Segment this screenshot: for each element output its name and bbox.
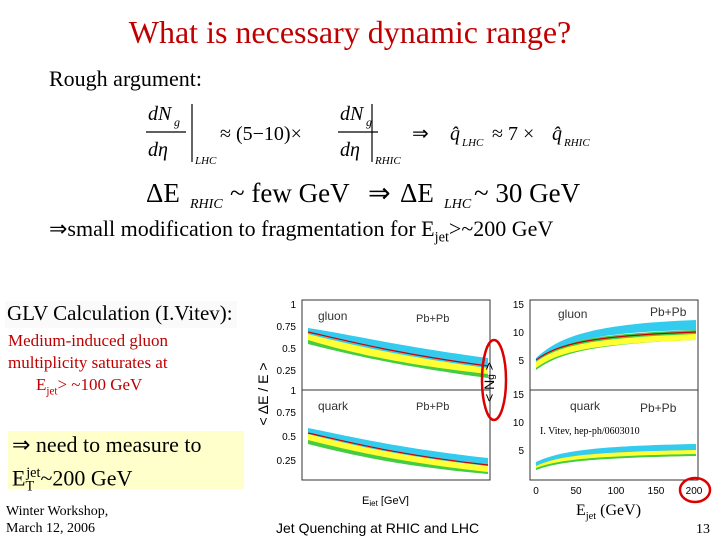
left-ytick: 0.75	[277, 322, 297, 333]
eq-qhat-1: q̂	[450, 123, 460, 145]
right-xtick: 0	[533, 486, 539, 497]
left-bottom-system: Pb+Pb	[416, 401, 449, 413]
slide-title: What is necessary dynamic range?	[128, 14, 572, 50]
right-ytick: 10	[513, 418, 525, 429]
eq-qhat-2: q̂	[552, 123, 562, 145]
workshop-name: Winter Workshop,	[6, 504, 109, 519]
left-top-system: Pb+Pb	[416, 313, 449, 325]
left-ytick: 0.25	[277, 366, 297, 377]
callout-line-2: ETjet~200 GeV	[12, 465, 133, 495]
right-ytick: 5	[518, 446, 524, 457]
ejet-axis-label: Ejet (GeV)	[576, 502, 642, 523]
right-ytick: 15	[513, 390, 525, 401]
left-top-label: gluon	[318, 309, 347, 323]
200-gev-highlight	[678, 476, 712, 504]
right-top-label: gluon	[558, 307, 587, 321]
eq-rhic-3: RHIC	[189, 197, 223, 212]
eq-thirty-gev: ~ 30 GeV	[474, 178, 581, 208]
eq-g-2: g	[366, 115, 372, 129]
implication-prefix: ⇒small modification to fragmentation for…	[49, 216, 435, 241]
saturation-line-1: Medium-induced gluon	[8, 331, 169, 350]
eq-lhc-2: LHC	[461, 137, 484, 149]
eq-rhic-2: RHIC	[563, 137, 590, 149]
saturation-line-2: multiplicity saturates at	[8, 353, 168, 372]
eq-approx-factor: ≈ (5−10)×	[220, 123, 302, 145]
eq-dn-1: dN	[148, 103, 173, 125]
saturation-note: Medium-induced gluon multiplicity satura…	[8, 330, 168, 402]
left-bottom-label: quark	[318, 399, 349, 413]
left-ytick: 0.5	[282, 344, 296, 355]
right-ytick: 10	[513, 328, 525, 339]
eq-g-1: g	[174, 115, 180, 129]
rough-argument-label: Rough argument:	[49, 66, 202, 91]
workshop-date: March 12, 2006	[6, 521, 96, 536]
right-xtick: 50	[570, 486, 582, 497]
eq-lhc-3: LHC	[443, 197, 472, 212]
citation: I. Vitev, hep-ph/0603010	[540, 426, 640, 437]
eq-implies-1: ⇒	[412, 123, 429, 145]
eq-delta-e-1: ΔE	[146, 178, 180, 208]
eq-lhc-1: LHC	[194, 155, 217, 167]
eq-deta-1: dη	[148, 139, 168, 161]
implication-suffix: >~200 GeV	[448, 216, 554, 241]
left-ylabel: < ΔE / E >	[258, 362, 271, 425]
right-xtick: 200	[686, 486, 703, 497]
left-ytick: 0.75	[277, 408, 297, 419]
glv-plots: gluon Pb+Pb quark Pb+Pb 1 0.75 0.5 0.25 …	[258, 299, 712, 506]
right-ylabel: < Ng >	[481, 362, 497, 402]
left-ytick: 1	[290, 386, 296, 397]
right-top-system: Pb+Pb	[650, 305, 687, 319]
energy-loss-plot: gluon Pb+Pb quark Pb+Pb 1 0.75 0.5 0.25 …	[258, 299, 491, 506]
right-xtick: 100	[608, 486, 625, 497]
fragmentation-statement: ⇒small modification to fragmentation for…	[49, 216, 553, 246]
eq-implies-2: ⇒	[368, 178, 391, 208]
equations: dN g dη LHC ≈ (5−10)× dN g dη RHIC ⇒ q̂ …	[146, 103, 590, 212]
eq-few-gev: ~ few GeV	[230, 178, 350, 208]
measurement-callout: ⇒ need to measure to ETjet~200 GeV	[8, 431, 244, 495]
eq-delta-e-2: ΔE	[400, 178, 434, 208]
eq-deta-2: dη	[340, 139, 360, 161]
left-ytick: 0.5	[282, 432, 296, 443]
talk-title: Jet Quenching at RHIC and LHC	[276, 520, 480, 536]
right-bottom-label: quark	[570, 399, 601, 413]
right-ytick: 5	[518, 356, 524, 367]
page-number: 13	[696, 522, 710, 537]
ng-highlight	[480, 338, 508, 422]
implication-sub: jet	[434, 229, 449, 246]
workshop-info: Winter Workshop, March 12, 2006	[6, 503, 108, 537]
left-ytick: 0.25	[277, 456, 297, 467]
eq-seven: ≈ 7 ×	[492, 123, 534, 145]
saturation-line-3: Ejet> ~100 GeV	[36, 375, 143, 398]
eq-rhic-1: RHIC	[374, 155, 401, 167]
left-ytick: 1	[290, 300, 296, 311]
glv-heading: GLV Calculation (I.Vitev):	[5, 301, 237, 328]
callout-line-1: ⇒ need to measure to	[12, 432, 202, 457]
left-xlabel: Ejet [GeV]	[362, 495, 409, 506]
right-ytick: 15	[513, 300, 525, 311]
eq-dn-2: dN	[340, 103, 365, 125]
right-bottom-system: Pb+Pb	[640, 401, 677, 415]
right-xtick: 150	[648, 486, 665, 497]
gluon-multiplicity-plot: gluon Pb+Pb quark Pb+Pb 15 10 5 15 10 5 …	[481, 299, 703, 497]
